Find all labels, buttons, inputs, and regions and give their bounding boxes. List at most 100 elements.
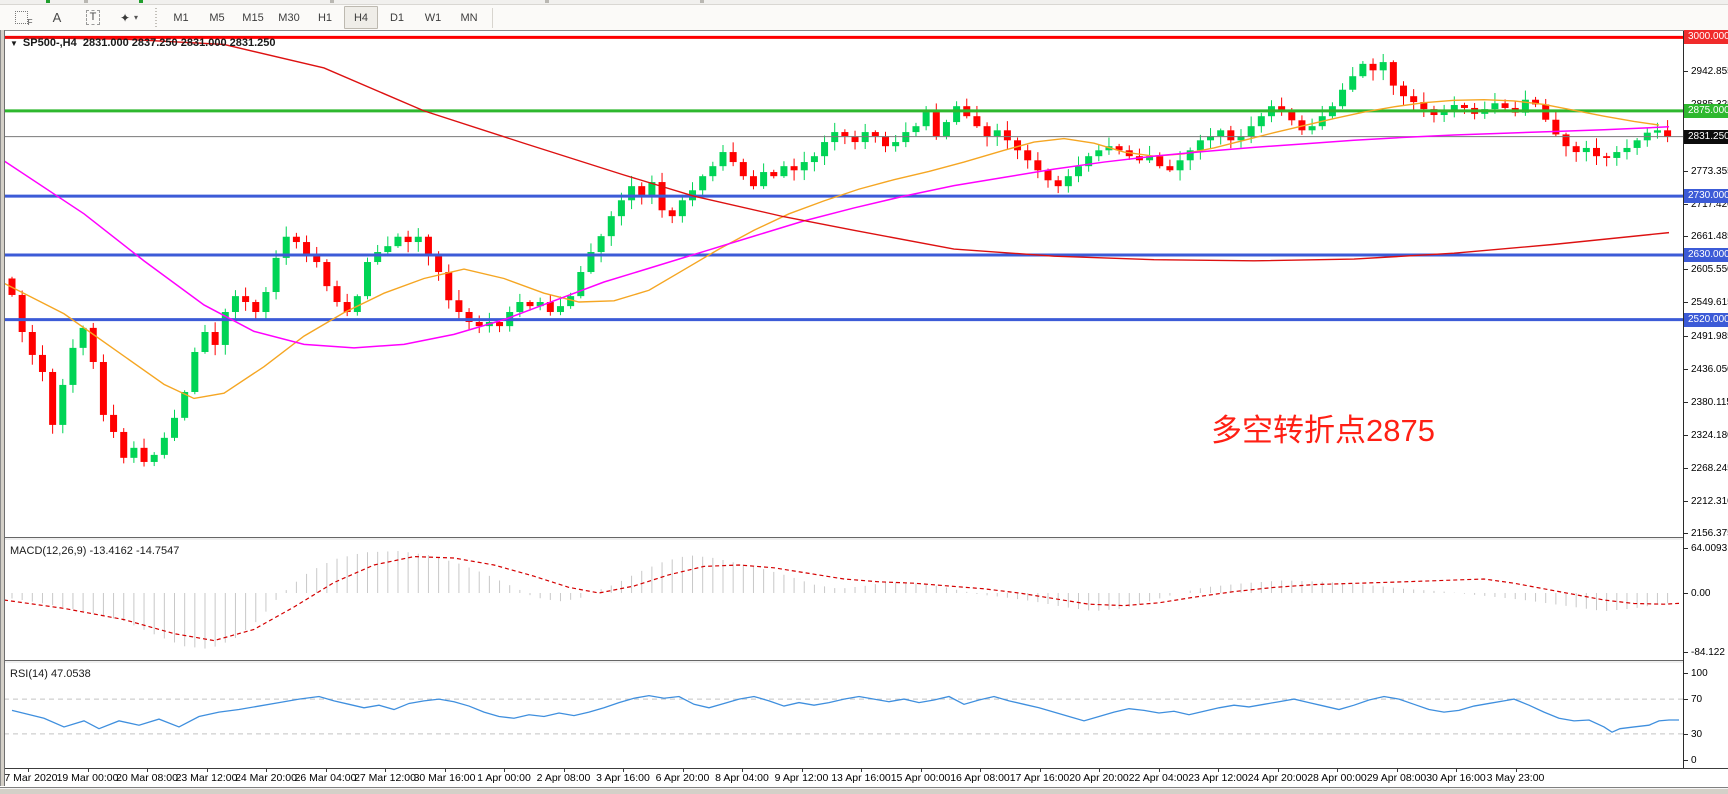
- time-axis[interactable]: 17 Mar 2020 19 Mar 00:00 20 Mar 08:00 23 Ma…: [0, 769, 1728, 787]
- time-tick: [87, 769, 89, 772]
- toolbar-separator: [492, 7, 493, 28]
- cursor-crosshair-button[interactable]: F: [4, 6, 38, 29]
- text-label-button[interactable]: A: [40, 6, 74, 29]
- clipped-icon: [46, 0, 50, 3]
- clipped-toolbar-row: [0, 0, 1728, 5]
- price-level-badge: 2875.000: [1684, 103, 1728, 118]
- time-tick: [920, 769, 922, 772]
- time-tick-label: 13 Apr 16:00: [831, 772, 891, 784]
- window-frame-bottom: [0, 787, 1728, 794]
- time-tick: [444, 769, 446, 772]
- time-tick: [1218, 769, 1219, 772]
- timeframe-button-group: M1 M5 M15 M30 H1 H4 D1 W1 MN: [163, 6, 487, 29]
- timeframe-button-m30[interactable]: M30: [278, 11, 300, 24]
- timeframe-button-h1[interactable]: H1: [317, 11, 333, 24]
- time-tick: [1277, 769, 1279, 772]
- main-chart-pane[interactable]: [4, 31, 1683, 537]
- toolbar: F A T ✦ ▾ M1 M5 M15 M30 H1 H4 D1 W1 MN: [0, 5, 1728, 31]
- time-tick-label: 24 Mar 20:00: [235, 772, 297, 784]
- window-frame-left: [0, 30, 5, 786]
- price-level-badge: 2630.000: [1684, 247, 1728, 262]
- time-tick: [206, 769, 208, 772]
- time-tick-label: 24 Apr 20:00: [1247, 772, 1308, 784]
- time-tick: [801, 769, 803, 772]
- timeframe-button-m15[interactable]: M15: [242, 11, 264, 24]
- timeframe-button-w1[interactable]: W1: [424, 11, 442, 24]
- time-tick-label: 15 Apr 00:00: [890, 772, 951, 784]
- time-tick: [385, 769, 386, 772]
- time-tick-label: 29 Apr 08:00: [1366, 772, 1427, 784]
- chart-pane-border: [0, 30, 1728, 31]
- time-tick-label: 22 Apr 04:00: [1128, 772, 1189, 784]
- time-tick-label: 28 Apr 00:00: [1307, 772, 1367, 784]
- time-tick: [325, 769, 327, 772]
- time-tick-label: 17 Mar 2020: [0, 772, 58, 784]
- ma-mid-magenta-line: [4, 126, 1670, 349]
- rsi-indicator-pane[interactable]: [4, 663, 1683, 768]
- timeframe-button-h4[interactable]: H4: [344, 6, 378, 29]
- time-tick: [1456, 769, 1457, 772]
- time-tick-label: 30 Mar 16:00: [413, 772, 476, 784]
- shapes-button[interactable]: ✦ ▾: [112, 6, 146, 29]
- price-level-badge: 2831.250: [1684, 129, 1728, 144]
- time-tick-label: 8 Apr 04:00: [715, 772, 769, 784]
- symbol-ohlc-text: SP500-,H4 2831.000 2837.250 2831.000 283…: [22, 37, 276, 49]
- rsi-line: [11, 694, 1679, 733]
- clipped-icon: [84, 0, 88, 3]
- time-tick-label: 23 Apr 12:00: [1188, 772, 1248, 784]
- time-tick-label: 3 Apr 16:00: [596, 772, 650, 784]
- price-axis[interactable]: 2942.8552885.3252773.3552717.4202661.485…: [1683, 30, 1728, 768]
- timeframe-button-m1[interactable]: M1: [173, 11, 189, 24]
- rsi-pane-bg: [4, 663, 1683, 768]
- time-tick: [504, 769, 505, 772]
- time-tick: [623, 769, 624, 772]
- chart-symbol-ohlc-readout: ▼ SP500-,H4 2831.000 2837.250 2831.000 28…: [10, 37, 276, 49]
- time-tick-label: 1 Apr 00:00: [477, 772, 531, 784]
- time-tick: [1515, 769, 1517, 772]
- toolbar-drag-handle[interactable]: [153, 7, 160, 28]
- time-tick-label: 20 Apr 20:00: [1069, 772, 1129, 784]
- ma-fast-orange-line: [4, 99, 1660, 400]
- time-tick-label: 20 Mar 08:00: [116, 772, 178, 784]
- text-box-icon: T: [85, 10, 101, 25]
- time-tick-label: 3 May 23:00: [1486, 772, 1545, 784]
- time-tick: [266, 769, 267, 772]
- time-tick: [682, 769, 684, 772]
- clipped-icon: [139, 0, 143, 3]
- text-a-icon: A: [52, 10, 62, 25]
- grid-anchor-icon: F: [14, 11, 33, 27]
- time-tick: [1337, 769, 1338, 772]
- time-tick-label: 16 Apr 08:00: [950, 772, 1010, 784]
- time-tick: [1039, 769, 1041, 772]
- time-tick: [861, 769, 862, 772]
- time-tick-label: 19 Mar 00:00: [56, 772, 119, 784]
- price-level-badge: 2520.000: [1684, 312, 1728, 327]
- clipped-icon: [545, 0, 549, 3]
- timeframe-button-m5[interactable]: M5: [209, 11, 225, 24]
- chevron-down-icon: ▾: [134, 13, 139, 22]
- macd-indicator-label: MACD(12,26,9) -13.4162 -14.7547: [10, 545, 180, 557]
- text-box-button[interactable]: T: [76, 6, 110, 29]
- timeframe-button-mn[interactable]: MN: [460, 11, 478, 24]
- time-tick-label: 2 Apr 08:00: [536, 772, 591, 784]
- shapes-icon: ✦: [119, 10, 132, 25]
- macd-indicator-pane[interactable]: [4, 540, 1683, 660]
- time-tick-label: 9 Apr 12:00: [774, 772, 829, 784]
- price-level-badge: 2730.000: [1684, 189, 1728, 204]
- macd-signal-line: [4, 555, 1680, 642]
- time-tick: [980, 769, 981, 772]
- time-axis-separator: [0, 768, 1728, 769]
- timeframe-button-d1[interactable]: D1: [389, 11, 405, 24]
- clipped-icon: [700, 0, 704, 3]
- rsi-indicator-label: RSI(14) 47.0538: [10, 668, 91, 680]
- time-tick: [1099, 769, 1100, 772]
- horizontal-levels-group: [4, 35, 1683, 322]
- time-tick: [147, 769, 148, 772]
- time-tick-label: 30 Apr 16:00: [1426, 772, 1486, 784]
- macd-histogram: [11, 551, 1669, 649]
- time-tick-label: 26 Mar 04:00: [294, 772, 357, 784]
- time-tick-label: 17 Apr 16:00: [1009, 772, 1070, 784]
- time-tick: [28, 769, 29, 772]
- main-pane-bg: [4, 31, 1683, 537]
